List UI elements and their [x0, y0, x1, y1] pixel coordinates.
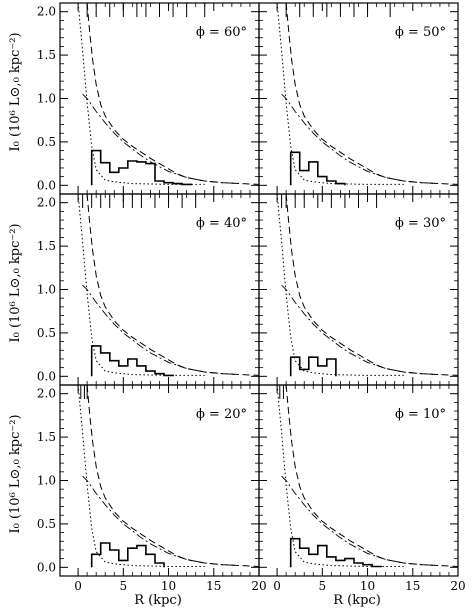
- x-tick-label: 20: [251, 579, 266, 593]
- series-histogram: [90, 149, 192, 186]
- panel-plot-area: [276, 385, 458, 568]
- panel-6: 0 5 10 15 20 ϕ = 10°: [258, 384, 466, 593]
- series-dashed: [86, 3, 259, 185]
- x-tick-label: 5: [318, 579, 326, 593]
- y-tick-label: 2.0: [37, 387, 56, 401]
- y-tick-label: 0.5: [37, 517, 56, 531]
- x-tick-label: 10: [360, 579, 375, 593]
- series-dash-dot: [281, 93, 440, 185]
- series-dotted: [276, 194, 404, 376]
- y-axis-title-row-1: I₀ (10⁶ L⊙,₀ kpc⁻²): [8, 32, 23, 151]
- y-tick-label: 1.0: [37, 283, 56, 297]
- y-tick-label: 2.0: [37, 5, 56, 19]
- series-dotted: [77, 385, 205, 567]
- y-tick-label: 0.0: [37, 560, 56, 574]
- series-dashed: [86, 385, 259, 567]
- y-tick-label: 2.0: [37, 196, 56, 210]
- series-dashed: [285, 194, 458, 376]
- panel-1: 0.0 0.5 1.0 1.5 2.0 ϕ = 60°: [37, 2, 260, 195]
- panel-3: 0.0 0.5 1.0 1.5 2.0 ϕ = 40°: [37, 193, 260, 386]
- x-tick-label: 20: [450, 579, 465, 593]
- y-tick-label: 0.5: [37, 135, 56, 149]
- series-dashed: [285, 385, 458, 567]
- series-histogram: [289, 356, 337, 377]
- y-tick-label: 1.5: [37, 48, 56, 62]
- panel-plot-area: [276, 3, 458, 186]
- series-dotted: [77, 194, 205, 376]
- panel-label: ϕ = 50°: [395, 25, 446, 40]
- series-histogram: [289, 537, 382, 568]
- y-tick-label: 1.0: [37, 92, 56, 106]
- panel-2: ϕ = 50°: [258, 2, 459, 195]
- x-tick-label: 5: [119, 579, 127, 593]
- y-axis-title-row-2: I₀ (10⁶ L⊙,₀ kpc⁻²): [8, 223, 23, 342]
- y-tick-label: 1.0: [37, 474, 56, 488]
- series-dash-dot: [281, 284, 440, 376]
- x-axis-title-col-2: R (kpc): [333, 593, 381, 608]
- panel-plot-area: [276, 194, 458, 377]
- x-axis-title-col-1: R (kpc): [134, 593, 182, 608]
- y-tick-label: 0.0: [37, 369, 56, 383]
- series-dotted: [276, 385, 404, 567]
- x-tick-label: 0: [273, 579, 281, 593]
- series-dash-dot: [82, 284, 241, 376]
- series-dotted: [276, 3, 404, 185]
- series-dash-dot: [281, 475, 440, 567]
- panel-label: ϕ = 40°: [196, 216, 247, 231]
- series-dotted: [77, 3, 205, 185]
- panel-4: ϕ = 30°: [258, 193, 459, 386]
- series-dashed: [86, 194, 259, 376]
- y-tick-label: 1.5: [37, 239, 56, 253]
- y-tick-label: 0.0: [37, 178, 56, 192]
- panel-label: ϕ = 10°: [395, 407, 446, 422]
- panel-label: ϕ = 20°: [196, 407, 247, 422]
- panel-plot-area: [77, 3, 259, 186]
- series-histogram: [90, 345, 174, 377]
- panel-plot-area: [77, 385, 259, 568]
- panel-5: 0.0 0.5 1.0 1.5 2.0 0 5 10 15 20 ϕ = 20°: [37, 384, 267, 593]
- x-tick-label: 10: [161, 579, 176, 593]
- panel-plot-area: [77, 194, 259, 377]
- series-histogram: [289, 151, 346, 186]
- x-tick-label: 0: [74, 579, 82, 593]
- panel-label: ϕ = 30°: [395, 216, 446, 231]
- series-dash-dot: [82, 475, 241, 567]
- series-dash-dot: [82, 93, 241, 185]
- y-axis-title-row-3: I₀ (10⁶ L⊙,₀ kpc⁻²): [8, 414, 23, 533]
- series-dashed: [285, 3, 458, 185]
- y-tick-label: 0.5: [37, 326, 56, 340]
- x-tick-label: 15: [206, 579, 221, 593]
- y-tick-label: 1.5: [37, 430, 56, 444]
- panel-label: ϕ = 60°: [196, 25, 247, 40]
- series-histogram: [90, 542, 165, 568]
- x-tick-label: 15: [405, 579, 420, 593]
